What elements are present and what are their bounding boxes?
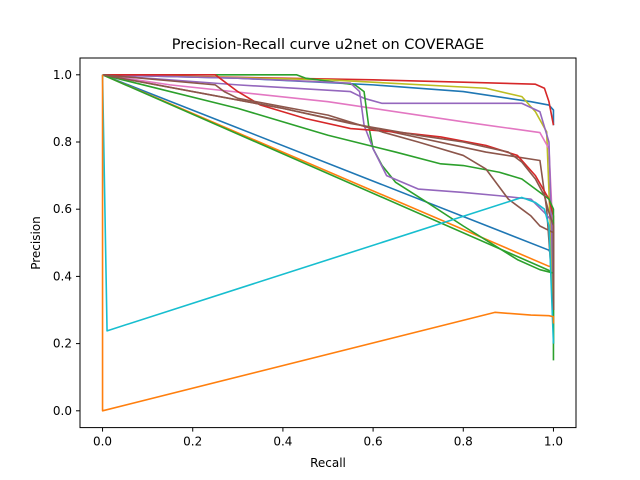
x-tick-label: 0.0 — [93, 435, 112, 449]
plot-lines — [101, 74, 555, 412]
x-tick-label: 0.8 — [454, 435, 473, 449]
y-axis-ticks: 0.0 0.2 0.4 0.6 0.8 1.0 — [53, 68, 80, 418]
chart-title: Precision-Recall curve u2net on COVERAGE — [172, 37, 484, 53]
y-tick-label: 0.8 — [53, 135, 72, 149]
y-tick-label: 0.2 — [53, 337, 72, 351]
x-tick-label: 0.6 — [364, 435, 383, 449]
pr-curve-17 — [101, 74, 555, 412]
x-tick-label: 0.2 — [183, 435, 202, 449]
pr-curve-13 — [102, 74, 555, 344]
x-tick-label: 1.0 — [544, 435, 563, 449]
pr-curve-11 — [102, 74, 555, 277]
pr-curve-16 — [101, 74, 555, 344]
y-tick-label: 1.0 — [53, 68, 72, 82]
x-axis-ticks: 0.0 0.2 0.4 0.6 0.8 1.0 — [93, 427, 563, 449]
x-tick-label: 0.4 — [273, 435, 292, 449]
y-axis-label: Precision — [29, 216, 43, 270]
pr-curve-6 — [102, 74, 555, 126]
pr-curve-14 — [102, 74, 555, 310]
pr-curve-9 — [102, 74, 555, 294]
x-axis-label: Recall — [310, 456, 346, 470]
pr-curve-15 — [102, 74, 555, 310]
pr-curve-12 — [102, 74, 555, 310]
y-tick-label: 0.4 — [53, 269, 72, 283]
y-tick-label: 0.0 — [53, 404, 72, 418]
axes-frame — [79, 57, 577, 429]
y-tick-label: 0.6 — [53, 202, 72, 216]
